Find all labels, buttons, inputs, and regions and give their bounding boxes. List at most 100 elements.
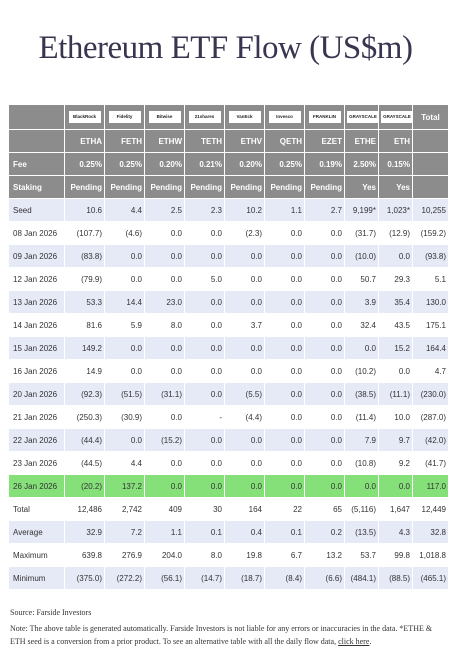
- value-cell: (484.1): [344, 566, 379, 590]
- table-row: 08 Jan 2026 (107.7) (4.6) 0.0 0.0 (2.3) 0.0 0.0…: [8, 221, 449, 245]
- value-cell: 0.0: [184, 428, 225, 452]
- staking-label: Staking: [8, 175, 65, 199]
- issuer-logo-cell: VanEck: [224, 104, 265, 130]
- value-cell: 5.9: [104, 313, 145, 337]
- value-cell: 9,199*: [344, 198, 379, 222]
- summary-row: Average 32.9 7.2 1.1 0.1 0.4 0.1 0.2 (13.5) 4.3 32…: [8, 520, 449, 544]
- value-cell: 149.2: [64, 336, 105, 360]
- value-cell: 2.7: [304, 198, 345, 222]
- value-cell: 53.7: [344, 543, 379, 567]
- source-text: Source: Farside Investors: [10, 608, 92, 617]
- issuer-logo-cell: Fidelity: [104, 104, 145, 130]
- value-cell: 22: [264, 497, 305, 521]
- value-cell: 0.0: [304, 244, 345, 268]
- table-row: 20 Jan 2026 (92.3) (51.5) (31.1) 0.0 (5.5) 0.0…: [8, 382, 449, 406]
- ticker-row-spacer: [412, 129, 449, 153]
- value-cell: (44.5): [64, 451, 105, 475]
- value-cell: 0.0: [184, 451, 225, 475]
- value-cell: 1,647: [378, 497, 413, 521]
- value-cell: 0.0: [104, 244, 145, 268]
- value-cell: 5.1: [412, 267, 449, 291]
- value-cell: 32.9: [64, 520, 105, 544]
- row-label: 08 Jan 2026: [8, 221, 65, 245]
- staking-cell: Yes: [344, 175, 379, 199]
- issuer-logo: Invesco: [268, 111, 301, 123]
- value-cell: 0.0: [264, 313, 305, 337]
- value-cell: 9.7: [378, 428, 413, 452]
- value-cell: (272.2): [104, 566, 145, 590]
- table-row: 13 Jan 2026 53.3 14.4 23.0 0.0 0.0 0.0 0.0 3.9 35…: [8, 290, 449, 314]
- issuer-logo-cell: GRAYSCALE: [378, 104, 413, 130]
- value-cell: 0.0: [304, 336, 345, 360]
- value-cell: 137.2: [104, 474, 145, 498]
- staking-cell: Pending: [144, 175, 185, 199]
- ticker-header: ETHW: [144, 129, 185, 153]
- value-cell: 0.0: [344, 474, 379, 498]
- fee-cell: 2.50%: [344, 152, 379, 176]
- value-cell: 0.0: [144, 244, 185, 268]
- issuer-logo: BlackRock: [68, 111, 101, 123]
- issuer-logo: GRAYSCALE: [347, 111, 378, 123]
- value-cell: (5.5): [224, 382, 265, 406]
- value-cell: 0.0: [304, 382, 345, 406]
- value-cell: 0.0: [144, 359, 185, 383]
- value-cell: 0.0: [304, 313, 345, 337]
- value-cell: (92.3): [64, 382, 105, 406]
- value-cell: 0.1: [184, 520, 225, 544]
- value-cell: 0.0: [144, 336, 185, 360]
- fee-cell: 0.20%: [144, 152, 185, 176]
- value-cell: 0.0: [344, 336, 379, 360]
- row-label: Average: [8, 520, 65, 544]
- value-cell: (10.8): [344, 451, 379, 475]
- value-cell: 0.0: [224, 474, 265, 498]
- value-cell: 4.3: [378, 520, 413, 544]
- value-cell: 4.7: [412, 359, 449, 383]
- ticker-header: TETH: [184, 129, 225, 153]
- table-row: 14 Jan 2026 81.6 5.9 8.0 0.0 3.7 0.0 0.0 32.4 43.…: [8, 313, 449, 337]
- value-cell: 0.0: [264, 290, 305, 314]
- value-cell: 0.0: [264, 267, 305, 291]
- value-cell: 10.0: [378, 405, 413, 429]
- value-cell: 1.1: [264, 198, 305, 222]
- value-cell: 0.0: [304, 290, 345, 314]
- value-cell: 0.0: [184, 474, 225, 498]
- value-cell: 4.4: [104, 198, 145, 222]
- value-cell: (8.4): [264, 566, 305, 590]
- value-cell: 639.8: [64, 543, 105, 567]
- value-cell: 0.4: [224, 520, 265, 544]
- value-cell: 0.0: [224, 336, 265, 360]
- value-cell: 65: [304, 497, 345, 521]
- staking-cell: Pending: [104, 175, 145, 199]
- value-cell: 0.1: [264, 520, 305, 544]
- value-cell: (12.9): [378, 221, 413, 245]
- value-cell: 0.0: [264, 221, 305, 245]
- value-cell: 0.0: [184, 336, 225, 360]
- value-cell: 0.0: [378, 474, 413, 498]
- row-label: Maximum: [8, 543, 65, 567]
- alternative-table-link[interactable]: click here: [338, 637, 370, 646]
- table-row: 26 Jan 2026 (20.2) 137.2 0.0 0.0 0.0 0.0 0.0 0.0…: [8, 474, 449, 498]
- value-cell: (88.5): [378, 566, 413, 590]
- value-cell: 0.0: [264, 474, 305, 498]
- row-label: 09 Jan 2026: [8, 244, 65, 268]
- value-cell: 0.0: [224, 290, 265, 314]
- value-cell: 0.0: [184, 359, 225, 383]
- value-cell: (14.7): [184, 566, 225, 590]
- value-cell: 30: [184, 497, 225, 521]
- value-cell: (31.1): [144, 382, 185, 406]
- value-cell: 2,742: [104, 497, 145, 521]
- page-title: Ethereum ETF Flow (US$m): [38, 30, 413, 66]
- value-cell: 0.0: [264, 428, 305, 452]
- row-label: 20 Jan 2026: [8, 382, 65, 406]
- value-cell: 43.5: [378, 313, 413, 337]
- fee-cell: 0.21%: [184, 152, 225, 176]
- value-cell: 1.1: [144, 520, 185, 544]
- value-cell: (44.4): [64, 428, 105, 452]
- value-cell: (11.1): [378, 382, 413, 406]
- issuer-logo: VanEck: [228, 111, 261, 123]
- total-header: Total: [412, 104, 449, 130]
- issuer-logo-cell: Invesco: [264, 104, 305, 130]
- value-cell: 13.2: [304, 543, 345, 567]
- table-row: 15 Jan 2026 149.2 0.0 0.0 0.0 0.0 0.0 0.0 0.0 15.…: [8, 336, 449, 360]
- ticker-header: ETHA: [64, 129, 105, 153]
